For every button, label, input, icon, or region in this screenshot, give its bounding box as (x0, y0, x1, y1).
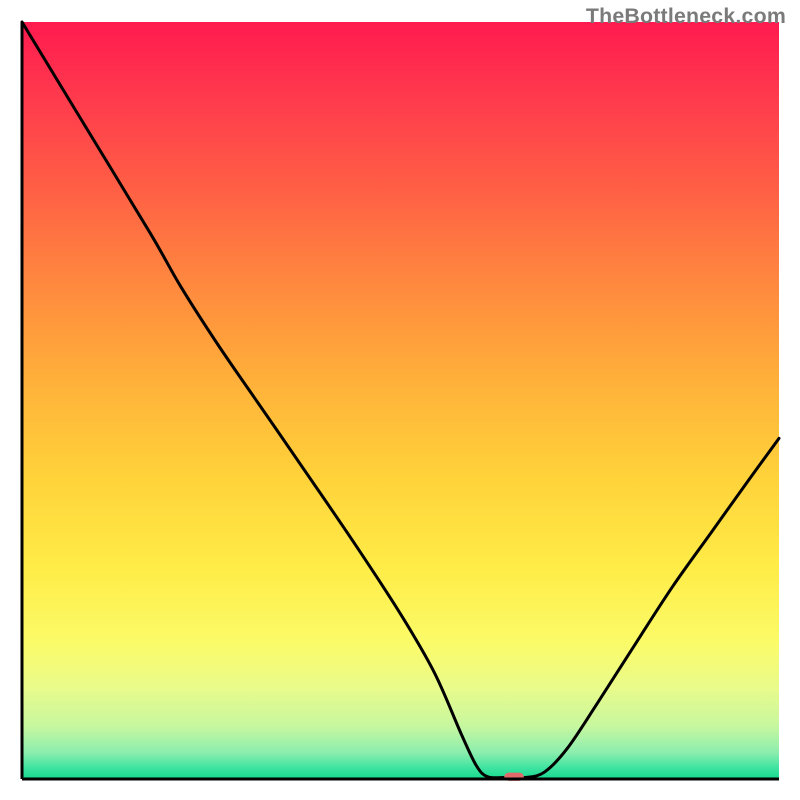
bottleneck-chart (0, 0, 800, 800)
chart-container: TheBottleneck.com (0, 0, 800, 800)
watermark-text: TheBottleneck.com (586, 4, 786, 29)
chart-background-gradient (22, 22, 779, 779)
